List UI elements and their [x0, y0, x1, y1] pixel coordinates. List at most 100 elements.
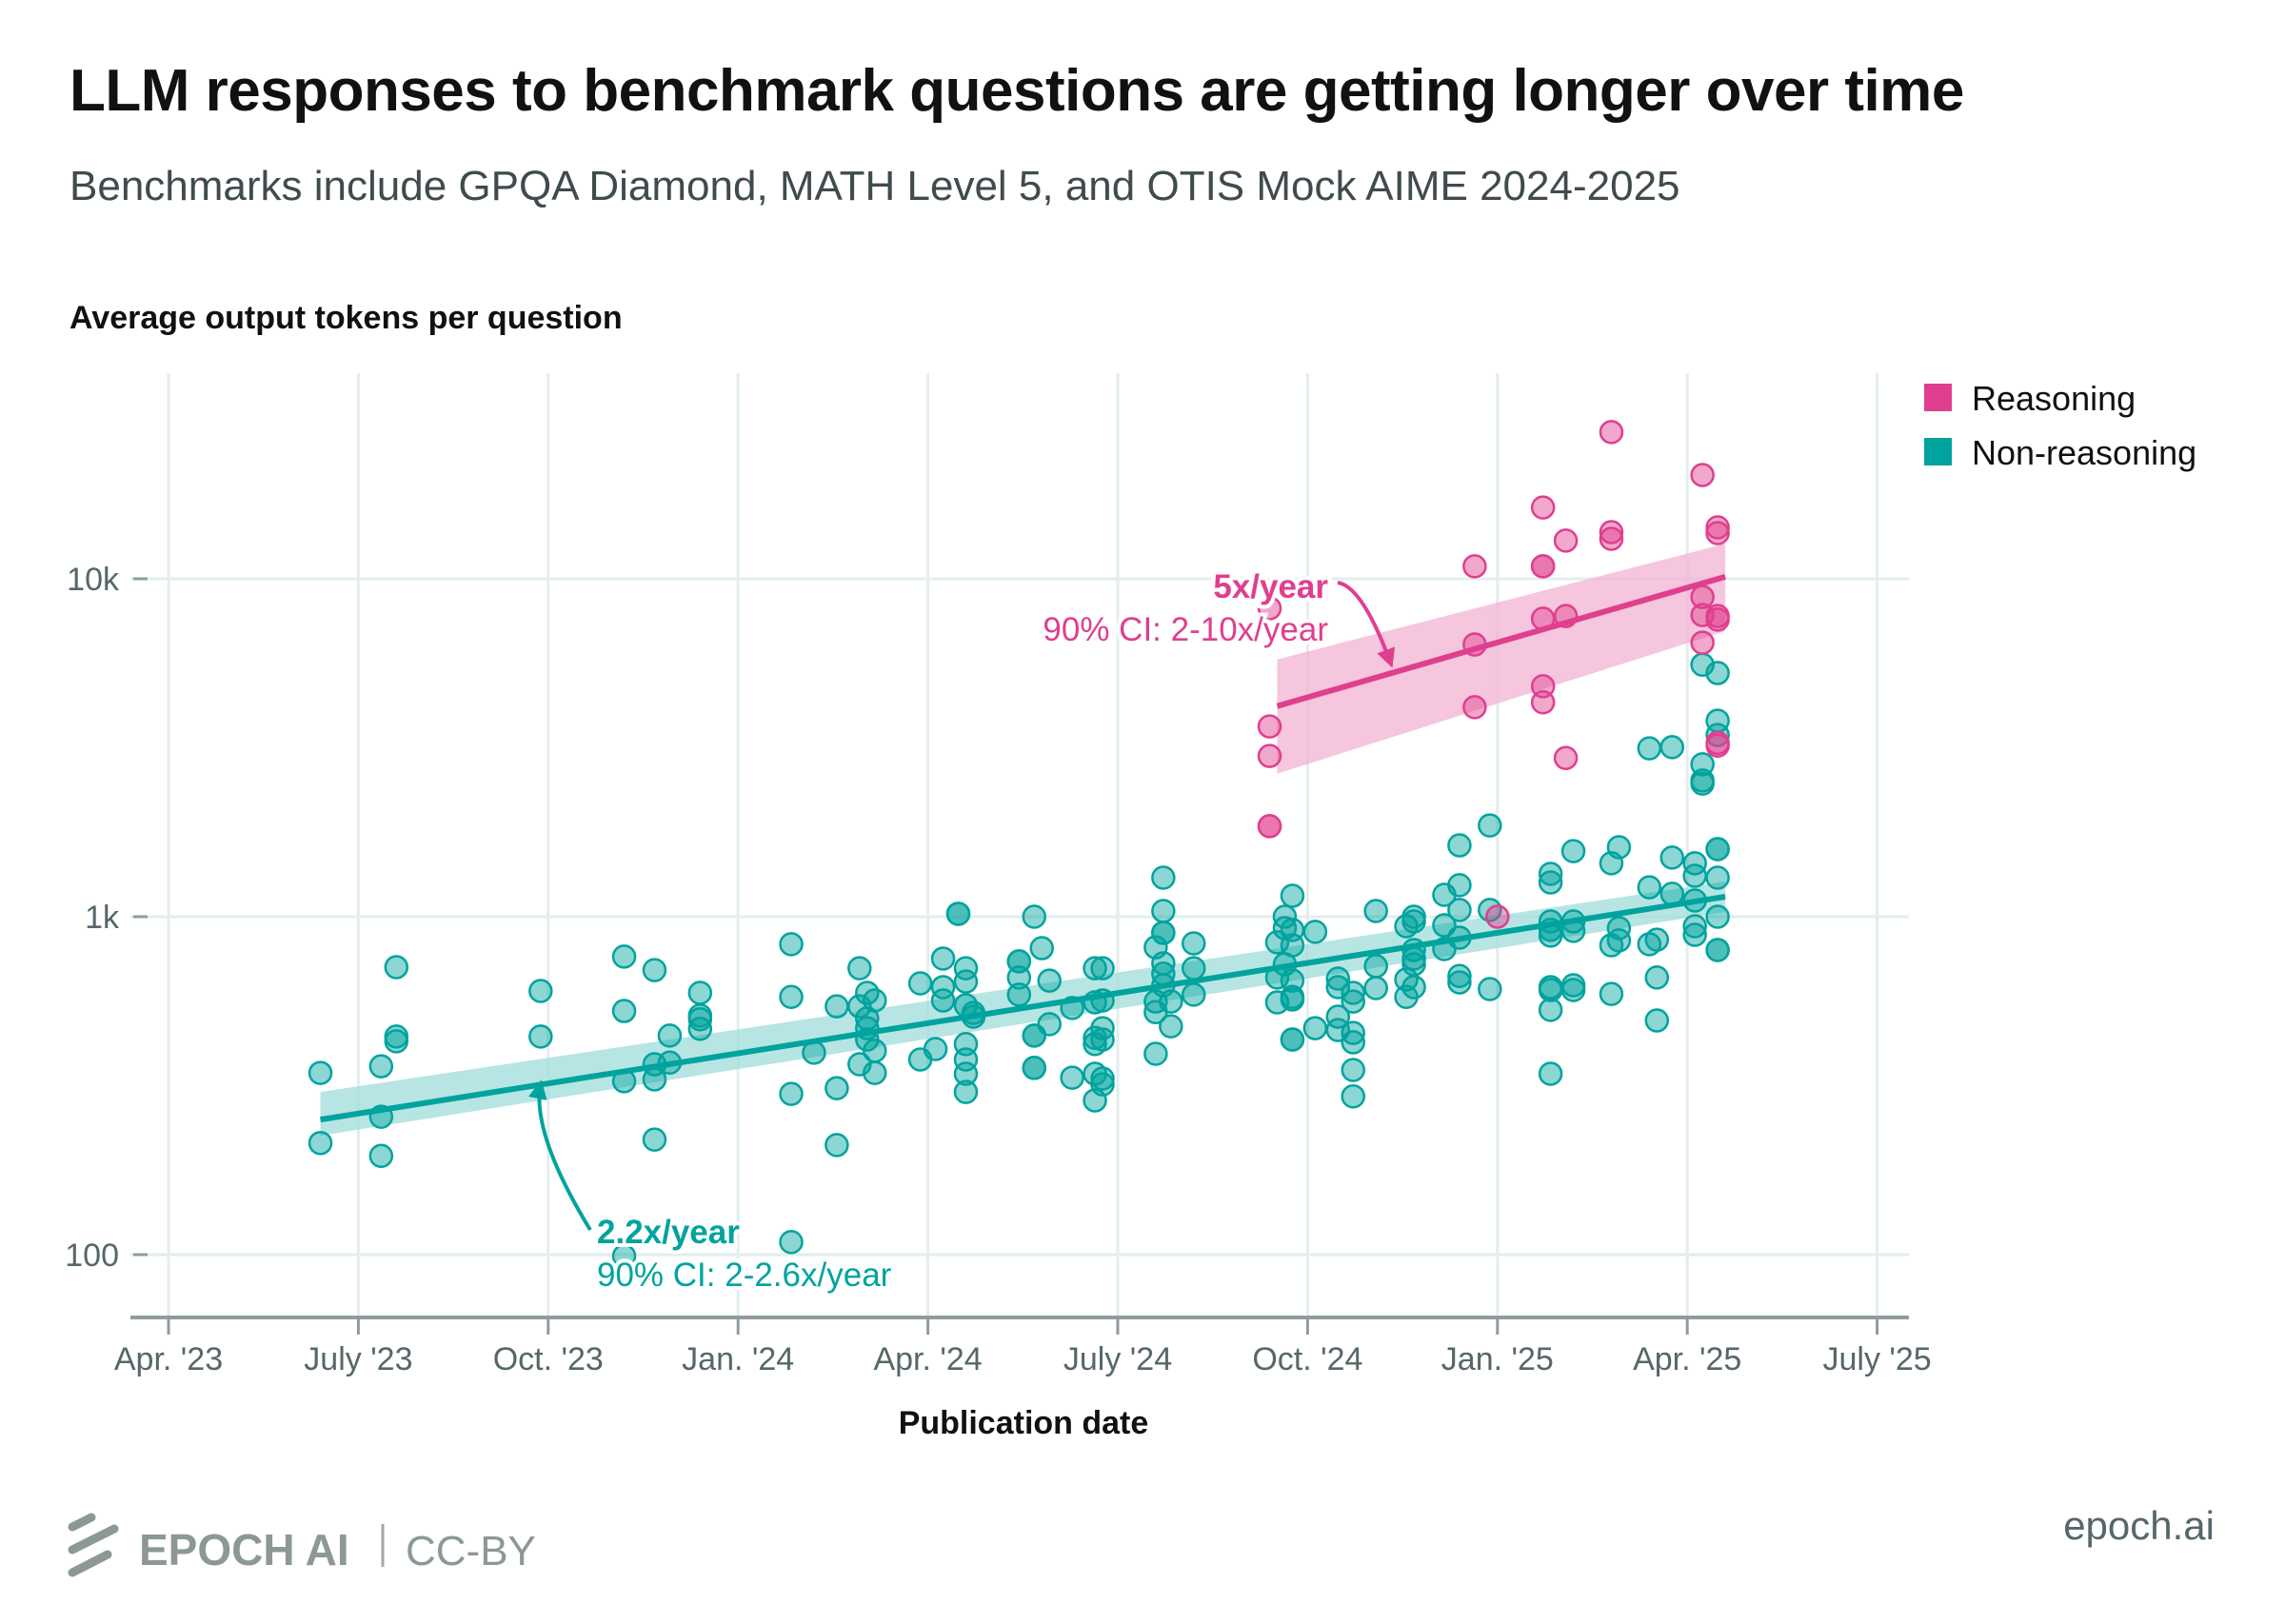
data-point-non-reasoning[interactable]	[1682, 851, 1707, 876]
data-point-non-reasoning[interactable]	[1447, 970, 1472, 995]
data-point-reasoning[interactable]	[1690, 630, 1715, 655]
data-point-non-reasoning[interactable]	[1538, 1061, 1563, 1086]
data-point-non-reasoning[interactable]	[1682, 863, 1707, 888]
data-point-non-reasoning[interactable]	[1560, 978, 1586, 1002]
data-point-non-reasoning[interactable]	[384, 1029, 409, 1054]
data-point-reasoning[interactable]	[1599, 420, 1624, 445]
data-point-reasoning[interactable]	[1257, 814, 1282, 839]
data-point-non-reasoning[interactable]	[1264, 990, 1290, 1015]
data-point-reasoning[interactable]	[1485, 904, 1510, 929]
data-point-non-reasoning[interactable]	[1143, 1041, 1168, 1066]
data-point-non-reasoning[interactable]	[1599, 933, 1624, 958]
data-point-non-reasoning[interactable]	[1341, 1020, 1366, 1045]
data-point-non-reasoning[interactable]	[1006, 965, 1032, 990]
data-point-non-reasoning[interactable]	[953, 956, 979, 980]
data-point-non-reasoning[interactable]	[945, 901, 971, 926]
data-point-non-reasoning[interactable]	[1083, 956, 1107, 980]
data-point-non-reasoning[interactable]	[930, 946, 956, 971]
data-point-non-reasoning[interactable]	[384, 955, 409, 980]
data-point-non-reasoning[interactable]	[1394, 984, 1419, 1009]
data-point-non-reasoning[interactable]	[779, 984, 804, 1009]
data-point-non-reasoning[interactable]	[1363, 976, 1388, 1000]
data-point-non-reasoning[interactable]	[825, 1076, 849, 1100]
data-point-non-reasoning[interactable]	[1280, 1027, 1305, 1052]
data-point-non-reasoning[interactable]	[1302, 920, 1328, 944]
data-point-non-reasoning[interactable]	[368, 1143, 394, 1168]
data-point-non-reasoning[interactable]	[368, 1054, 394, 1079]
data-point-non-reasoning[interactable]	[1022, 1056, 1047, 1080]
data-point-reasoning[interactable]	[1530, 554, 1556, 579]
data-point-non-reasoning[interactable]	[1705, 904, 1730, 929]
data-point-non-reasoning[interactable]	[1690, 768, 1715, 793]
data-point-non-reasoning[interactable]	[1090, 1066, 1115, 1091]
data-point-reasoning[interactable]	[1462, 695, 1487, 720]
data-point-non-reasoning[interactable]	[611, 944, 637, 969]
data-point-reasoning[interactable]	[1257, 714, 1282, 739]
data-point-non-reasoning[interactable]	[1151, 921, 1176, 945]
data-point-non-reasoning[interactable]	[930, 988, 956, 1013]
data-point-non-reasoning[interactable]	[1341, 980, 1366, 1005]
data-point-reasoning[interactable]	[1690, 463, 1715, 487]
data-point-non-reasoning[interactable]	[1447, 898, 1472, 922]
data-point-reasoning[interactable]	[1599, 526, 1624, 551]
data-point-non-reasoning[interactable]	[1447, 963, 1472, 988]
data-point-non-reasoning[interactable]	[1022, 904, 1047, 929]
data-point-reasoning[interactable]	[1530, 690, 1556, 715]
data-point-reasoning[interactable]	[1257, 743, 1282, 768]
data-point-non-reasoning[interactable]	[1006, 982, 1032, 1007]
data-point-non-reasoning[interactable]	[907, 971, 933, 996]
data-point-non-reasoning[interactable]	[1325, 1004, 1351, 1029]
data-point-non-reasoning[interactable]	[1637, 875, 1662, 900]
data-point-non-reasoning[interactable]	[779, 1081, 804, 1106]
data-point-non-reasoning[interactable]	[1159, 1014, 1183, 1039]
data-point-non-reasoning[interactable]	[687, 980, 713, 1005]
data-point-non-reasoning[interactable]	[1644, 965, 1670, 990]
data-point-non-reasoning[interactable]	[1280, 883, 1305, 908]
data-point-reasoning[interactable]	[1530, 495, 1556, 520]
data-point-non-reasoning[interactable]	[1151, 865, 1176, 890]
data-point-non-reasoning[interactable]	[611, 1243, 637, 1269]
data-point-non-reasoning[interactable]	[611, 999, 637, 1023]
data-point-non-reasoning[interactable]	[1302, 1016, 1328, 1040]
data-point-non-reasoning[interactable]	[1644, 1008, 1670, 1033]
data-point-non-reasoning[interactable]	[1182, 931, 1206, 956]
data-point-non-reasoning[interactable]	[1037, 968, 1062, 993]
data-point-non-reasoning[interactable]	[953, 969, 979, 994]
data-point-non-reasoning[interactable]	[1447, 833, 1472, 858]
legend-item-reasoning[interactable]: Reasoning	[1924, 379, 2136, 418]
data-point-non-reasoning[interactable]	[528, 979, 553, 1003]
data-point-non-reasoning[interactable]	[1478, 977, 1502, 1001]
data-point-non-reasoning[interactable]	[1659, 845, 1684, 870]
data-point-non-reasoning[interactable]	[1341, 1058, 1366, 1082]
data-point-non-reasoning[interactable]	[1538, 978, 1563, 1002]
data-point-non-reasoning[interactable]	[1060, 1065, 1084, 1090]
data-point-non-reasoning[interactable]	[1637, 736, 1662, 761]
data-point-non-reasoning[interactable]	[308, 1060, 333, 1085]
data-point-non-reasoning[interactable]	[1341, 1030, 1366, 1055]
data-point-non-reasoning[interactable]	[1090, 956, 1115, 980]
data-point-non-reasoning[interactable]	[930, 975, 956, 1000]
data-point-non-reasoning[interactable]	[847, 994, 872, 1019]
data-point-non-reasoning[interactable]	[1363, 899, 1388, 923]
data-point-non-reasoning[interactable]	[953, 1061, 979, 1086]
data-point-non-reasoning[interactable]	[308, 1130, 333, 1156]
legend-item-non-reasoning[interactable]: Non-reasoning	[1924, 433, 2196, 472]
data-point-non-reasoning[interactable]	[1599, 851, 1624, 876]
data-point-non-reasoning[interactable]	[825, 994, 849, 1019]
data-point-reasoning[interactable]	[1553, 528, 1579, 553]
data-point-non-reasoning[interactable]	[953, 1079, 979, 1104]
data-point-non-reasoning[interactable]	[1029, 936, 1054, 961]
data-point-non-reasoning[interactable]	[1682, 914, 1707, 939]
data-point-non-reasoning[interactable]	[1341, 989, 1366, 1014]
data-point-non-reasoning[interactable]	[642, 1127, 667, 1152]
data-point-reasoning[interactable]	[1705, 521, 1730, 545]
data-point-reasoning[interactable]	[1705, 515, 1730, 540]
data-point-non-reasoning[interactable]	[1705, 837, 1730, 862]
data-point-non-reasoning[interactable]	[1432, 882, 1457, 907]
data-point-non-reasoning[interactable]	[863, 1060, 887, 1085]
data-point-non-reasoning[interactable]	[1538, 862, 1563, 886]
data-point-non-reasoning[interactable]	[863, 988, 887, 1013]
data-point-non-reasoning[interactable]	[779, 1229, 804, 1255]
data-point-non-reasoning[interactable]	[779, 932, 804, 957]
data-point-non-reasoning[interactable]	[1538, 870, 1563, 895]
